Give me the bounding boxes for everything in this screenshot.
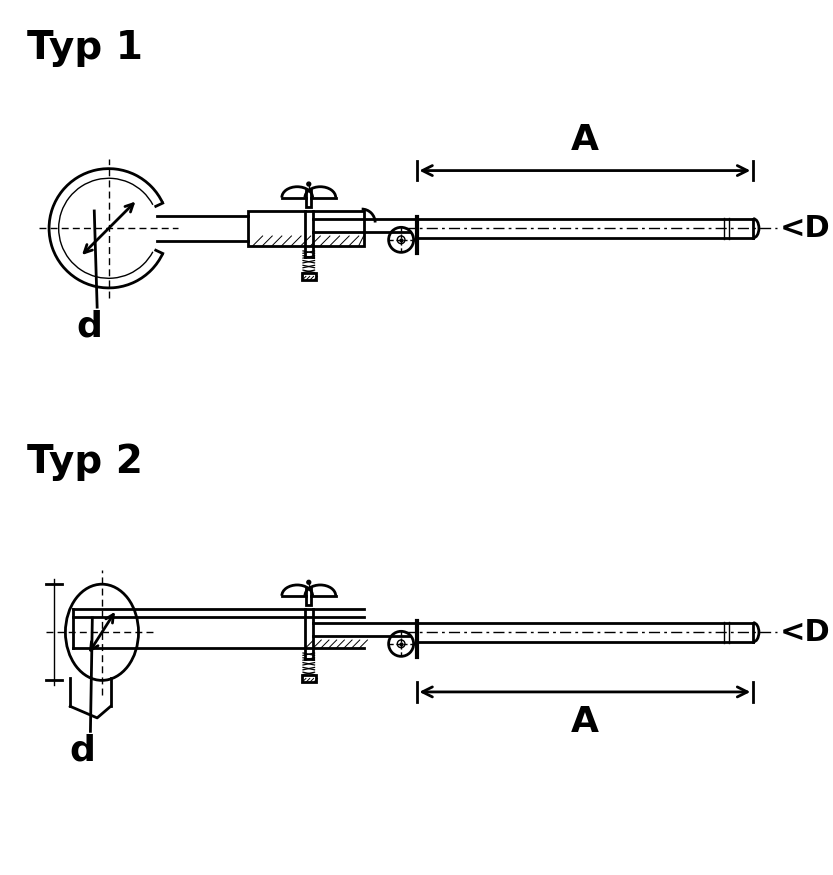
Text: d: d [77,309,102,343]
Circle shape [389,632,414,656]
Text: A: A [571,123,599,158]
Circle shape [307,182,311,186]
Text: <D: <D [781,618,831,647]
Text: Typ 2: Typ 2 [27,443,142,480]
Bar [302,272,316,280]
Bar [307,190,312,207]
Text: A: A [571,705,599,739]
Circle shape [389,228,414,252]
Bar [307,588,312,605]
Circle shape [307,580,311,584]
Text: <D: <D [781,214,831,242]
Ellipse shape [66,584,138,681]
Bar [248,211,363,246]
Bar [302,675,316,682]
Text: d: d [70,733,96,767]
Text: Typ 1: Typ 1 [27,29,142,67]
